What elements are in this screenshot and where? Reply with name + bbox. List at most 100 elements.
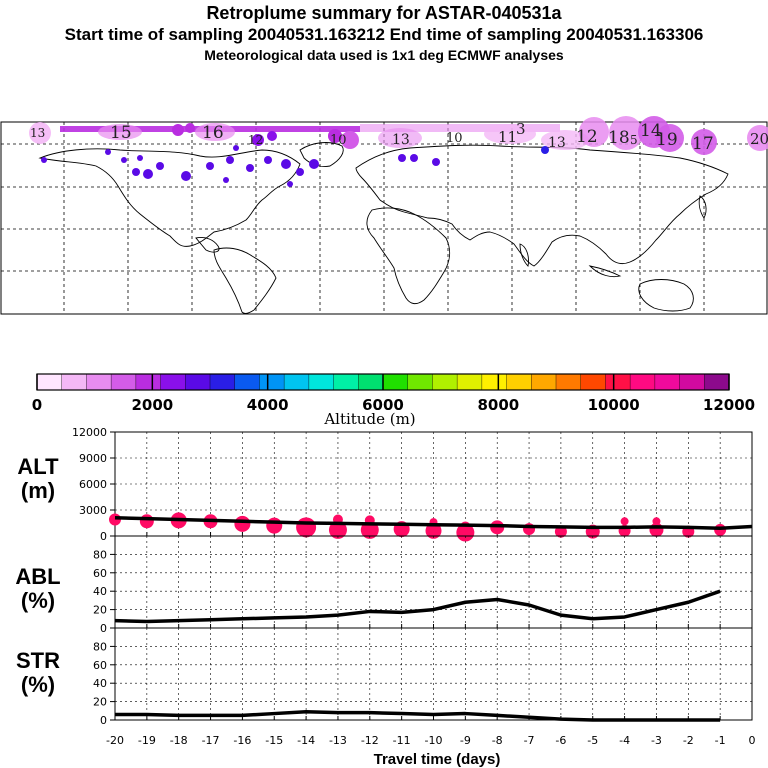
y-axis-label: STR [16,648,60,673]
colorbar-cell [135,374,162,390]
altitude-colorbar: 0 2000 4000 6000 8000 10000 12000 [32,373,755,414]
day-label: 12 [576,127,598,147]
day-label: 16 [202,123,224,143]
altitude-marker [234,515,251,532]
altitude-marker [425,522,442,539]
colorbar-cell [556,374,582,390]
sampling-time: Start time of sampling 20040531.163212 E… [64,25,704,44]
x-tick-label: -7 [524,734,535,747]
day-label: 10 [446,131,463,146]
x-tick-label: 0 [749,734,756,747]
colorbar-cell [308,374,335,390]
y-tick-label: 40 [93,585,107,598]
altitude-marker [328,520,347,539]
colorbar-cell [333,374,359,390]
y-tick-label: 0 [100,530,107,543]
colorbar-tick-label: 10000 [588,396,640,414]
altitude-marker [139,514,154,529]
colorbar-tick-label: 12000 [703,396,755,414]
day-label: 11 [498,128,517,146]
y-tick-label: 12000 [72,426,107,439]
x-tick-label: -4 [619,734,630,747]
x-tick-label: -15 [265,734,283,747]
world-map: 13 15 16 12 10 13 10 11 3 13 12 18 5 14 … [0,116,768,315]
y-tick-label: 9000 [79,452,107,465]
y-axis-label: (%) [21,672,55,697]
colorbar-cell [234,374,260,390]
colorbar-tick-label: 0 [32,396,42,414]
day-label: 13 [392,132,410,148]
coastlines [38,142,729,314]
y-tick-label: 20 [93,696,107,709]
day-label: 13 [548,135,566,151]
colorbar-cell [506,374,532,390]
time-series-panels: 030006000900012000ALT(m)020406080ABL(%)0… [15,426,755,747]
colorbar-tick-label: 2000 [131,396,173,414]
colorbar-cell [185,374,211,390]
colorbar-cell [210,374,236,390]
y-axis-label: (m) [21,478,55,503]
panel-str: 0 20 40 60 80 STR(%) [16,627,753,727]
colorbar-cell [259,374,285,390]
altitude-marker [456,523,475,542]
page-title: Retroplume summary for ASTAR-040531a [206,3,562,23]
colorbar-cell [580,374,606,390]
x-tick-label: -16 [233,734,251,747]
x-tick-label: -14 [297,734,315,747]
x-tick-label: -17 [202,734,220,747]
day-label: 20 [750,130,768,148]
y-tick-label: 0 [100,714,107,727]
x-tick-label: -6 [555,734,566,747]
day-label: 5 [630,133,638,147]
x-tick-label: -18 [170,734,188,747]
altitude-marker [296,517,317,538]
colorbar-cell [432,374,458,390]
day-label: 17 [692,134,714,154]
x-tick-label: -11 [393,734,411,747]
colorbar-cell [284,374,310,390]
panel-abl: 0 20 40 60 80 ABL(%) [15,535,753,635]
x-tick-label: -20 [106,734,124,747]
altitude-marker [649,522,664,537]
x-tick-label: -1 [715,734,726,747]
day-label: 15 [110,123,132,143]
colorbar-cell [481,374,508,390]
series-line-alt [114,516,753,530]
colorbar-cell [654,374,681,390]
x-tick-label: -12 [361,734,379,747]
y-axis-label: (%) [21,588,55,613]
x-tick-label: -10 [425,734,443,747]
series-line-str [115,709,721,722]
colorbar-tick-label: 6000 [362,396,404,414]
x-tick-label: -5 [587,734,598,747]
y-tick-label: 0 [100,622,107,635]
colorbar-tick-label: 8000 [477,396,519,414]
panel-alt: 0 3000 6000 9000 12000 ALT(m) [17,426,753,543]
y-tick-label: 60 [93,567,107,580]
colorbar-cell [457,374,483,390]
day-label: 13 [30,126,45,140]
x-tick-label: -19 [138,734,156,747]
series-line-abl [114,589,721,624]
met-data-note: Meteorological data used is 1x1 deg ECMW… [204,47,564,63]
colorbar-cell [531,374,557,390]
y-tick-label: 6000 [79,478,107,491]
x-axis-label: Travel time (days) [374,751,501,768]
colorbar-cell [37,374,63,390]
y-axis-label: ABL [15,564,60,589]
colorbar-cell [679,374,705,390]
day-label: 14 [640,121,662,141]
y-tick-label: 3000 [79,504,107,517]
altitude-marker [266,517,283,534]
y-tick-label: 40 [93,677,107,690]
y-tick-label: 60 [93,659,107,672]
y-axis-label: ALT [17,454,59,479]
plume-day-labels: 13 15 16 12 10 13 10 11 3 13 12 18 5 14 … [30,120,768,154]
x-tick-label: -3 [651,734,662,747]
day-label: 3 [516,120,526,138]
x-tick-label: -9 [460,734,471,747]
altitude-marker [620,517,629,526]
x-tick-label: -8 [492,734,503,747]
colorbar-cell [407,374,433,390]
